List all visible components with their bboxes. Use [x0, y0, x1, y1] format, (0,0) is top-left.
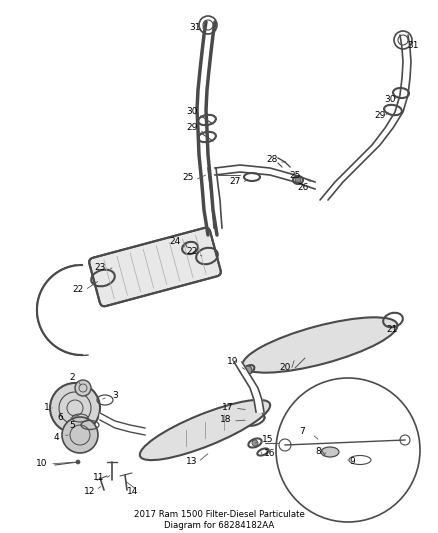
- Text: 2: 2: [69, 374, 75, 383]
- Polygon shape: [213, 215, 222, 228]
- Polygon shape: [197, 110, 207, 130]
- Polygon shape: [234, 362, 250, 375]
- Text: 15: 15: [262, 435, 274, 445]
- Text: 7: 7: [299, 427, 305, 437]
- Polygon shape: [199, 155, 211, 185]
- Text: 3: 3: [112, 392, 118, 400]
- Text: 12: 12: [84, 487, 95, 496]
- Polygon shape: [355, 145, 380, 162]
- Polygon shape: [210, 185, 220, 200]
- Text: 31: 31: [407, 41, 419, 50]
- Circle shape: [76, 460, 80, 464]
- Polygon shape: [242, 375, 258, 388]
- Polygon shape: [270, 168, 295, 182]
- Polygon shape: [372, 128, 393, 145]
- Ellipse shape: [321, 447, 339, 457]
- Text: 14: 14: [127, 488, 139, 497]
- Polygon shape: [100, 413, 115, 428]
- Text: 30: 30: [186, 108, 198, 117]
- Text: 27: 27: [230, 177, 241, 187]
- Text: 30: 30: [384, 94, 396, 103]
- Circle shape: [50, 383, 100, 433]
- Text: 1: 1: [44, 402, 50, 411]
- Text: 20: 20: [279, 364, 291, 373]
- Polygon shape: [385, 112, 403, 128]
- Text: 31: 31: [189, 23, 201, 33]
- Polygon shape: [202, 35, 213, 52]
- Text: 22: 22: [72, 286, 84, 295]
- Text: 17: 17: [222, 402, 234, 411]
- Polygon shape: [320, 182, 343, 200]
- Text: 26: 26: [297, 183, 309, 192]
- Text: 5: 5: [69, 422, 75, 431]
- Polygon shape: [335, 162, 363, 182]
- Text: 24: 24: [170, 238, 180, 246]
- Text: 21: 21: [386, 326, 398, 335]
- Polygon shape: [198, 130, 208, 155]
- Circle shape: [75, 380, 91, 396]
- Polygon shape: [402, 62, 411, 78]
- Polygon shape: [202, 185, 213, 210]
- Circle shape: [244, 366, 252, 374]
- Text: 4: 4: [53, 433, 59, 442]
- Text: 2017 Ram 1500 Filter-Diesel Particulate
Diagram for 68284182AA: 2017 Ram 1500 Filter-Diesel Particulate …: [134, 510, 304, 530]
- Text: 29: 29: [374, 110, 386, 119]
- FancyBboxPatch shape: [89, 228, 221, 306]
- Text: 28: 28: [266, 156, 278, 165]
- Polygon shape: [130, 425, 145, 435]
- Text: 23: 23: [94, 263, 106, 272]
- Polygon shape: [395, 95, 408, 112]
- Polygon shape: [115, 421, 130, 432]
- Text: 25: 25: [182, 174, 194, 182]
- Polygon shape: [200, 52, 211, 70]
- Polygon shape: [198, 70, 209, 90]
- Ellipse shape: [140, 400, 270, 460]
- Text: 8: 8: [315, 448, 321, 456]
- Polygon shape: [400, 78, 410, 95]
- Polygon shape: [204, 22, 215, 35]
- Polygon shape: [240, 165, 270, 175]
- Polygon shape: [400, 35, 410, 48]
- Polygon shape: [208, 168, 218, 185]
- Circle shape: [276, 378, 420, 522]
- Circle shape: [252, 440, 258, 446]
- Polygon shape: [254, 400, 264, 412]
- Text: 29: 29: [186, 124, 198, 133]
- Text: 9: 9: [349, 456, 355, 465]
- Text: 10: 10: [36, 458, 48, 467]
- Polygon shape: [212, 200, 221, 215]
- Polygon shape: [402, 48, 411, 62]
- Text: 13: 13: [186, 457, 198, 466]
- Polygon shape: [295, 175, 315, 189]
- Circle shape: [62, 417, 98, 453]
- Text: 25: 25: [290, 171, 301, 180]
- Text: 11: 11: [93, 473, 105, 482]
- Text: 18: 18: [220, 416, 232, 424]
- Polygon shape: [215, 165, 240, 175]
- Text: 19: 19: [227, 358, 239, 367]
- Ellipse shape: [243, 317, 397, 373]
- Polygon shape: [250, 388, 262, 400]
- Polygon shape: [204, 210, 217, 235]
- Text: 22: 22: [187, 247, 198, 256]
- Circle shape: [295, 177, 301, 183]
- Polygon shape: [197, 90, 207, 110]
- Text: 6: 6: [57, 414, 63, 423]
- Text: 16: 16: [264, 448, 276, 457]
